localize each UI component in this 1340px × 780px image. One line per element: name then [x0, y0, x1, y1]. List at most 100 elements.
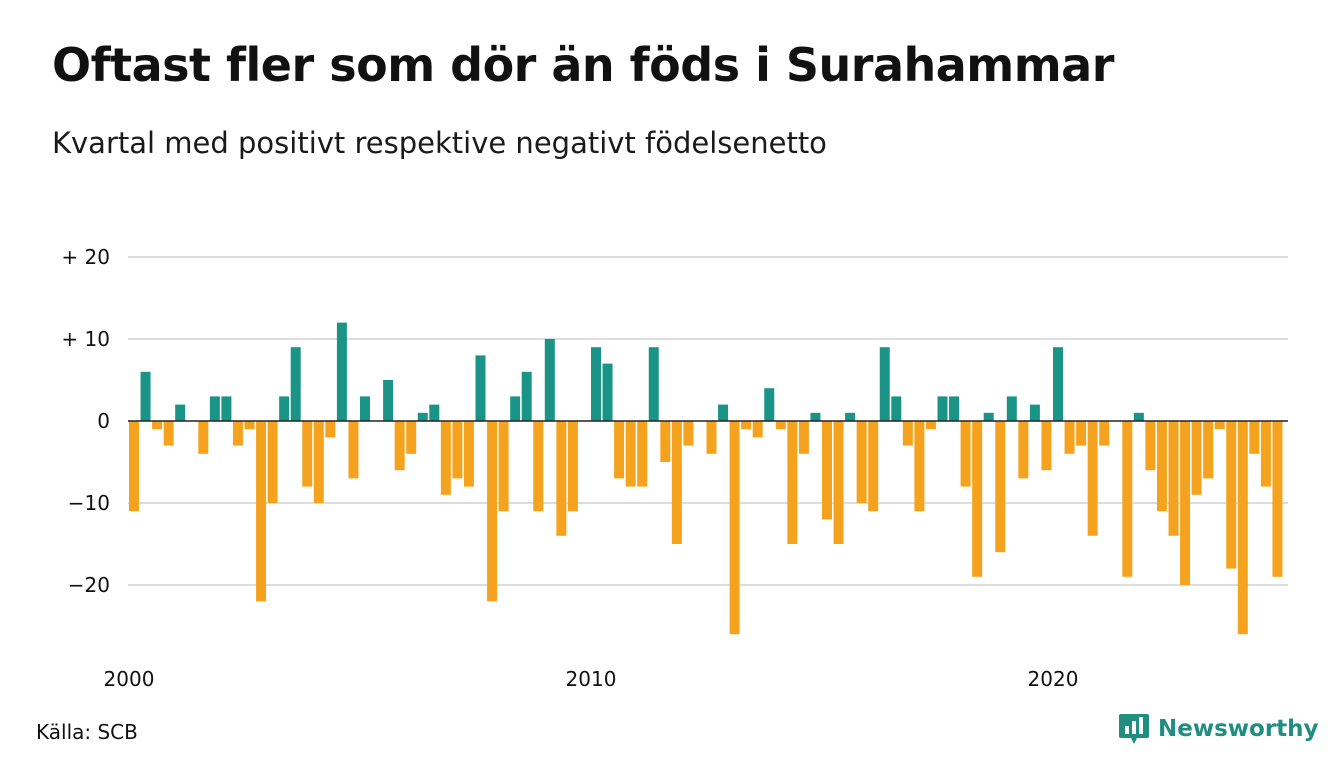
- bar: [637, 421, 648, 487]
- bar: [983, 412, 994, 421]
- bar: [1122, 421, 1133, 577]
- chart-title: Oftast fler som dör än föds i Surahammar: [52, 38, 1114, 92]
- bar: [140, 371, 151, 421]
- bar: [602, 363, 613, 421]
- bar: [152, 421, 163, 430]
- bar: [822, 421, 832, 520]
- bar: [1272, 421, 1283, 577]
- bar: [937, 396, 948, 421]
- bar: [256, 421, 267, 602]
- bar: [209, 396, 220, 421]
- bar: [1249, 421, 1260, 454]
- bar: [510, 396, 521, 421]
- source-note: Källa: SCB: [36, 720, 138, 744]
- bar: [925, 421, 936, 430]
- bar: [1203, 421, 1214, 479]
- chart-subtitle: Kvartal med positivt respektive negativt…: [52, 126, 827, 160]
- bar: [856, 421, 867, 503]
- bar: [1133, 412, 1144, 421]
- bar: [452, 421, 463, 479]
- bar: [1099, 421, 1110, 446]
- bar: [198, 421, 209, 454]
- bar: [1029, 404, 1040, 421]
- bar: [336, 322, 347, 421]
- bar: [290, 347, 301, 421]
- bar: [521, 371, 532, 421]
- bar: [163, 421, 174, 446]
- newsworthy-icon: [1119, 714, 1149, 744]
- brand-name: Newsworthy: [1158, 716, 1319, 742]
- bar: [463, 421, 474, 487]
- y-tick-label: 0: [97, 409, 110, 433]
- bar: [1260, 421, 1271, 487]
- bar: [810, 412, 821, 421]
- bar: [267, 421, 278, 503]
- bar: [325, 421, 336, 438]
- bar: [279, 396, 290, 421]
- bar: [440, 421, 451, 495]
- bar: [949, 396, 960, 421]
- bar-chart: + 20 + 10 0 −10 −20 2000 2010 2020: [61, 245, 1288, 691]
- bar: [360, 396, 370, 421]
- bar: [244, 421, 255, 430]
- bar: [914, 421, 925, 512]
- bar: [787, 421, 798, 544]
- bar: [1237, 421, 1248, 635]
- bar: [729, 421, 740, 635]
- x-tick-label: 2010: [566, 667, 617, 691]
- bar: [625, 421, 636, 487]
- bar: [614, 421, 625, 479]
- bar: [1041, 421, 1052, 471]
- bar: [544, 339, 555, 421]
- bar: [972, 421, 983, 577]
- bar: [221, 396, 232, 421]
- bar: [394, 421, 405, 471]
- y-tick-label: −10: [68, 491, 110, 515]
- bar: [591, 347, 601, 421]
- y-tick-label: −20: [68, 573, 110, 597]
- bar: [798, 421, 809, 454]
- bar: [845, 412, 856, 421]
- bar: [718, 404, 729, 421]
- x-tick-label: 2020: [1028, 667, 1079, 691]
- bar: [1226, 421, 1237, 569]
- bar: [902, 421, 913, 446]
- bar: [648, 347, 659, 421]
- bar: [302, 421, 313, 487]
- bar: [556, 421, 567, 536]
- bar: [995, 421, 1006, 553]
- bar: [567, 421, 578, 512]
- x-tick-label: 2000: [104, 667, 155, 691]
- bar: [775, 421, 786, 430]
- bar: [683, 421, 694, 446]
- bar: [1156, 421, 1167, 512]
- bar: [129, 421, 139, 512]
- bar: [1064, 421, 1075, 454]
- newsworthy-logo: Newsworthy: [1118, 712, 1319, 746]
- bar: [1180, 421, 1191, 585]
- bar: [706, 421, 717, 454]
- bar: [741, 421, 752, 430]
- bar: [429, 404, 440, 421]
- bar: [879, 347, 890, 421]
- bar: [1168, 421, 1179, 536]
- bar: [487, 421, 498, 602]
- bar: [232, 421, 243, 446]
- bar: [1191, 421, 1202, 495]
- bar: [383, 380, 394, 421]
- bar: [498, 421, 509, 512]
- bar: [1214, 421, 1225, 430]
- bar: [833, 421, 844, 544]
- bar: [348, 421, 359, 479]
- bar: [533, 421, 544, 512]
- bar: [660, 421, 671, 462]
- bar: [406, 421, 417, 454]
- bar: [891, 396, 902, 421]
- bar: [313, 421, 324, 503]
- bar: [1018, 421, 1029, 479]
- bar: [868, 421, 879, 512]
- bar: [1145, 421, 1156, 471]
- bar: [1076, 421, 1087, 446]
- y-tick-label: + 20: [61, 245, 110, 269]
- bar: [417, 412, 428, 421]
